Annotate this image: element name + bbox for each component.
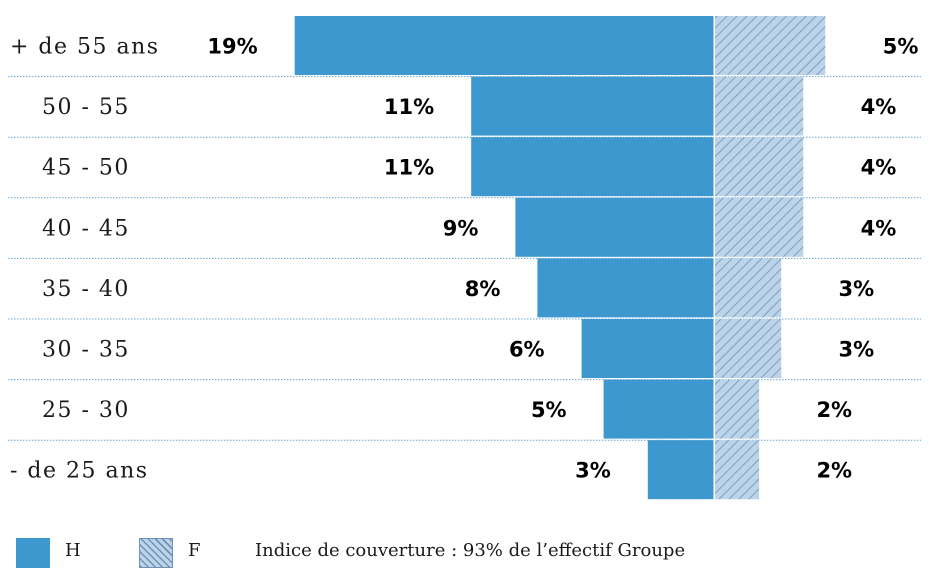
age-label-4: 35 - 40 <box>42 277 130 302</box>
bar-f-3 <box>715 197 804 257</box>
value-label-f-4: 3% <box>839 277 875 301</box>
value-label-h-7: 3% <box>575 459 611 483</box>
value-label-f-7: 2% <box>816 459 852 483</box>
legend-label-h: H <box>65 540 81 561</box>
bar-h-0 <box>294 16 714 75</box>
value-label-h-6: 5% <box>531 398 567 422</box>
value-label-f-1: 4% <box>861 95 897 119</box>
value-label-h-2: 11% <box>384 156 434 180</box>
age-label-2: 45 - 50 <box>42 156 130 181</box>
bar-h-7 <box>647 440 714 500</box>
bar-f-6 <box>715 379 760 439</box>
bar-f-2 <box>715 137 804 197</box>
bar-f-0 <box>715 16 826 75</box>
age-label-6: 25 - 30 <box>42 398 130 423</box>
value-label-h-3: 9% <box>443 216 479 240</box>
bar-f-1 <box>715 76 804 136</box>
value-label-h-4: 8% <box>465 277 501 301</box>
value-label-f-2: 4% <box>861 156 897 180</box>
age-label-1: 50 - 55 <box>42 95 130 120</box>
value-label-h-0: 19% <box>207 35 257 59</box>
value-label-h-5: 6% <box>509 338 545 362</box>
age-label-7: - de 25 ans <box>10 459 149 484</box>
legend: H F Indice de couverture : 93% de l’effe… <box>0 538 929 568</box>
age-label-3: 40 - 45 <box>42 216 130 241</box>
value-label-f-3: 4% <box>861 216 897 240</box>
legend-swatch-f <box>139 538 173 568</box>
coverage-footnote: Indice de couverture : 93% de l’effectif… <box>255 540 686 561</box>
legend-label-f: F <box>188 540 201 561</box>
value-label-h-1: 11% <box>384 95 434 119</box>
age-label-0: + de 55 ans <box>10 35 160 60</box>
value-label-f-0: 5% <box>883 35 919 59</box>
age-pyramid-chart: + de 55 ans 19% 5% 50 - 55 11% 4% 45 - 50 11% 4%… <box>8 16 921 500</box>
age-label-5: 30 - 35 <box>42 338 130 363</box>
value-label-f-5: 3% <box>839 338 875 362</box>
bar-h-3 <box>515 197 714 257</box>
bar-h-2 <box>471 137 714 197</box>
bar-h-4 <box>537 258 714 318</box>
bar-f-4 <box>715 258 782 318</box>
bar-h-5 <box>581 319 714 378</box>
legend-swatch-h <box>16 538 50 568</box>
value-label-f-6: 2% <box>816 398 852 422</box>
bar-h-1 <box>471 76 714 136</box>
bar-h-6 <box>603 379 714 439</box>
bar-f-5 <box>715 319 782 378</box>
bar-f-7 <box>715 440 760 500</box>
